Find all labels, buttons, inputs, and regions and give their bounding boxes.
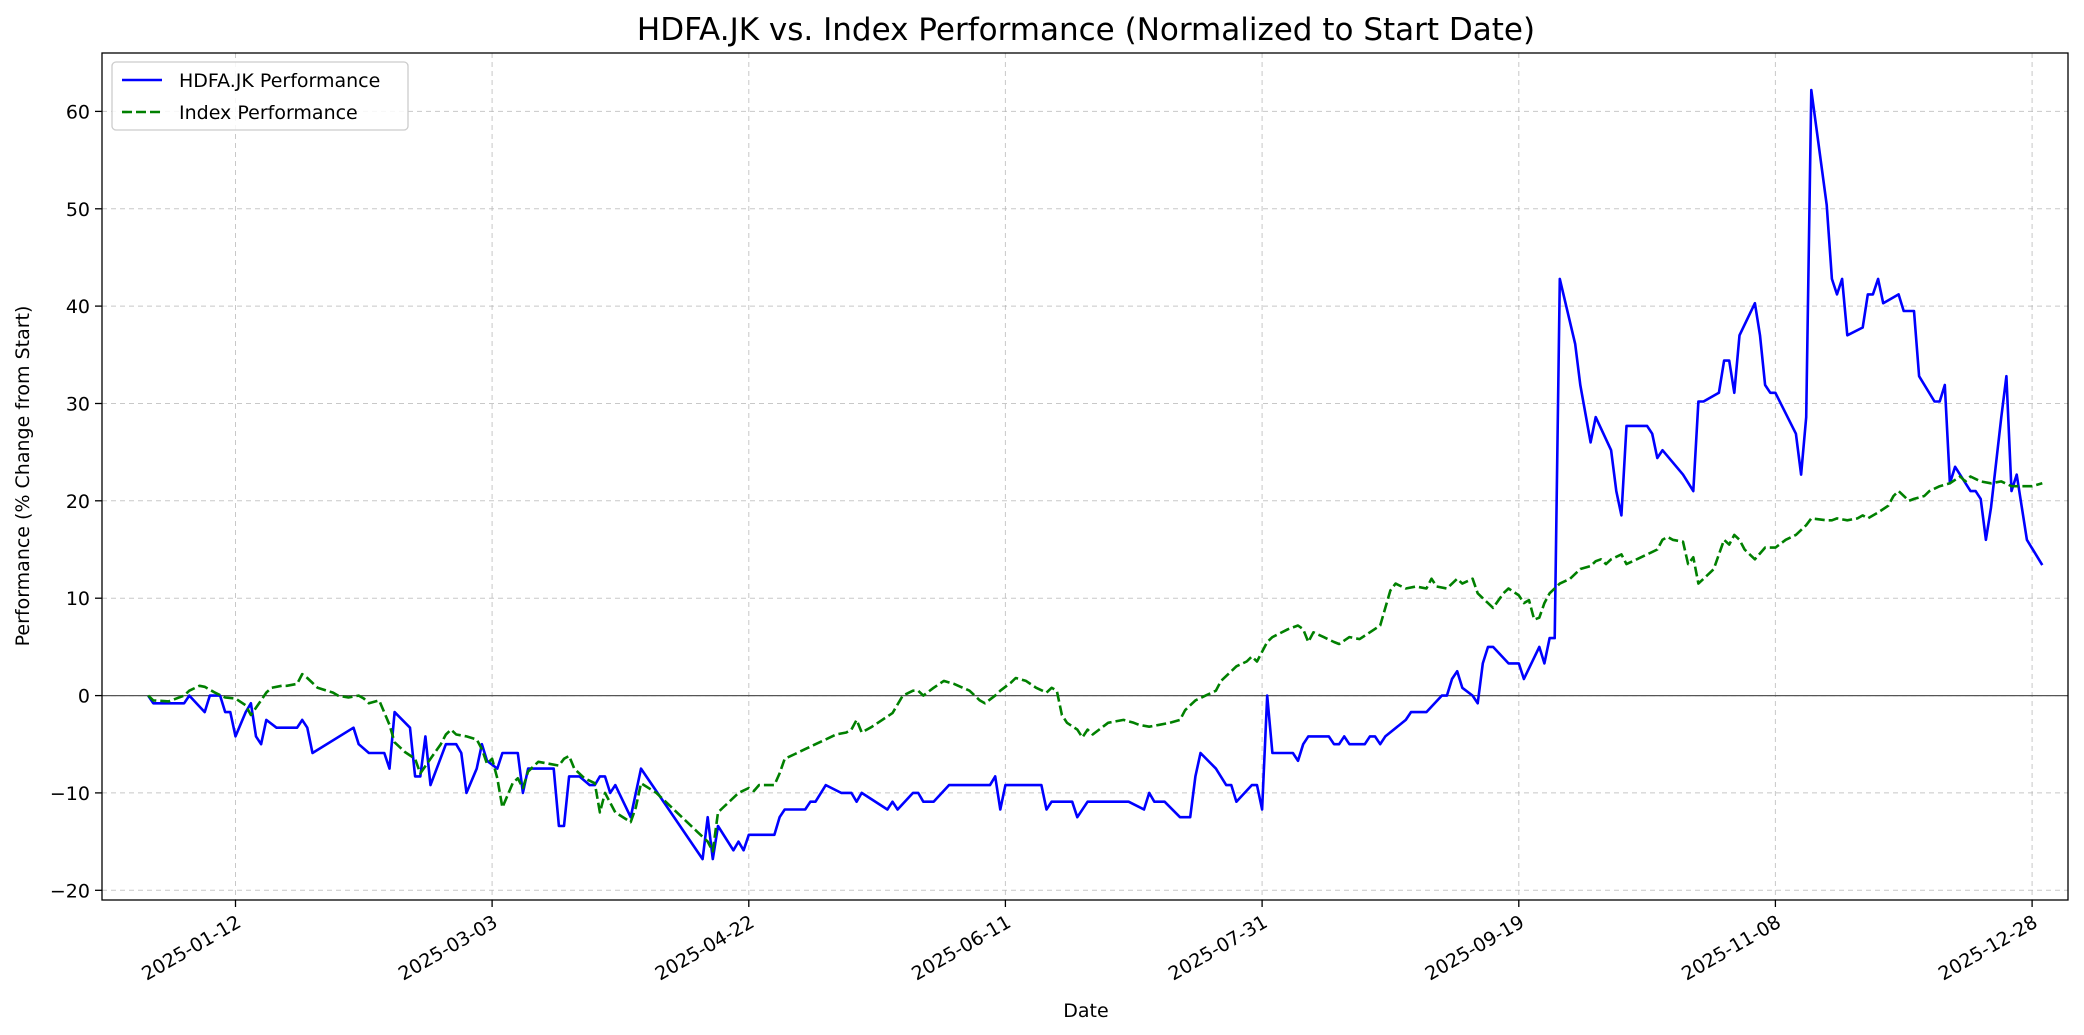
- series-line-hdfa: [147, 88, 2044, 861]
- y-tick-label: 20: [66, 491, 90, 513]
- y-tick-label: 50: [66, 199, 90, 221]
- y-tick-label: 10: [66, 588, 90, 610]
- x-axis-label: Date: [1063, 1000, 1108, 1022]
- series-layer: [147, 88, 2044, 861]
- legend: HDFA.JK Performance Index Performance: [111, 61, 409, 131]
- chart-title: HDFA.JK vs. Index Performance (Normalize…: [637, 12, 1535, 48]
- y-axis-label: Performance (% Change from Start): [12, 306, 34, 647]
- plot-frame: [101, 52, 2069, 901]
- y-tick-label: 40: [66, 296, 90, 318]
- grid: [102, 53, 2068, 900]
- legend-box: [111, 61, 409, 131]
- y-tick-label: 30: [66, 394, 90, 416]
- legend-label-index: Index Performance: [179, 102, 358, 124]
- y-tick-label: −20: [50, 880, 90, 902]
- legend-label-hdfa: HDFA.JK Performance: [179, 70, 380, 92]
- y-tick-label: −10: [50, 783, 90, 805]
- y-tick-label: 0: [78, 686, 90, 708]
- y-axis-ticks: −20 −10 0 10 20 30 40 50 60: [50, 101, 102, 902]
- y-tick-label: 60: [66, 101, 90, 123]
- series-line-index: [147, 475, 2043, 853]
